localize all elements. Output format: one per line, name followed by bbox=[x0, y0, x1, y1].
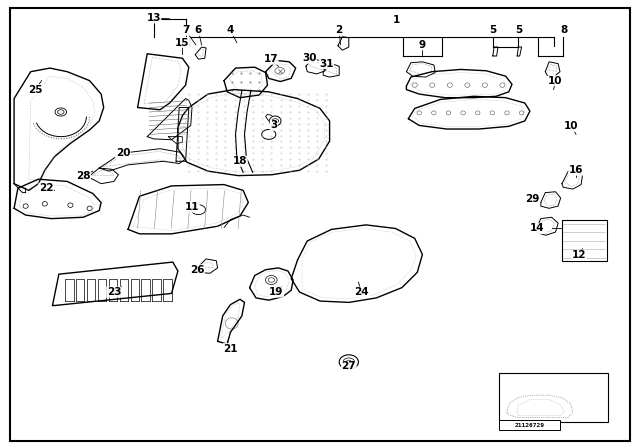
Text: 19: 19 bbox=[269, 287, 284, 297]
Text: 22: 22 bbox=[39, 183, 53, 193]
Text: 1: 1 bbox=[393, 15, 401, 25]
Bar bbox=[499, 420, 560, 430]
Text: 10: 10 bbox=[548, 76, 563, 86]
Text: 16: 16 bbox=[569, 165, 583, 175]
Text: 3: 3 bbox=[270, 121, 278, 130]
Text: 18: 18 bbox=[233, 156, 247, 166]
Text: 30: 30 bbox=[302, 53, 316, 63]
Text: 10: 10 bbox=[564, 121, 579, 131]
Text: 20: 20 bbox=[116, 148, 130, 158]
Text: 2: 2 bbox=[335, 26, 343, 35]
Bar bbox=[499, 373, 608, 422]
Text: 24: 24 bbox=[355, 287, 369, 297]
Text: 7: 7 bbox=[182, 26, 189, 35]
Text: 13: 13 bbox=[147, 13, 161, 23]
Text: 26: 26 bbox=[190, 265, 204, 275]
Text: 12: 12 bbox=[572, 250, 586, 260]
Text: 27: 27 bbox=[342, 362, 356, 371]
Text: 15: 15 bbox=[175, 38, 189, 47]
Text: 25: 25 bbox=[28, 85, 42, 95]
Text: 21: 21 bbox=[223, 344, 237, 353]
Text: 17: 17 bbox=[264, 54, 278, 64]
Text: 6: 6 bbox=[195, 26, 202, 35]
Text: 31: 31 bbox=[319, 59, 333, 69]
Text: 29: 29 bbox=[525, 194, 540, 204]
Text: 9: 9 bbox=[419, 40, 426, 50]
Text: 21126729: 21126729 bbox=[515, 422, 544, 428]
Bar bbox=[562, 220, 607, 261]
Text: 11: 11 bbox=[185, 202, 199, 212]
Text: 23: 23 bbox=[107, 287, 121, 297]
Text: 5: 5 bbox=[489, 26, 497, 35]
Text: 28: 28 bbox=[76, 171, 90, 181]
Text: 8: 8 bbox=[561, 26, 568, 35]
Text: 14: 14 bbox=[531, 224, 545, 233]
Text: 5: 5 bbox=[515, 26, 522, 35]
Text: 4: 4 bbox=[227, 26, 234, 35]
